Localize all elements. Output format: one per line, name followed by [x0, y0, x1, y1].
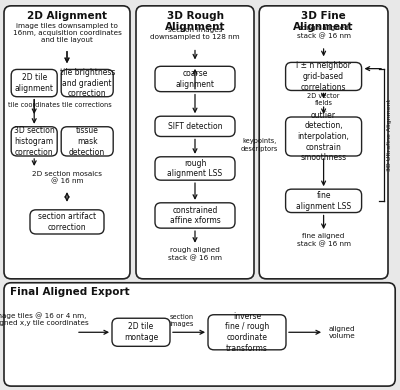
Text: keypoints,
descriptors: keypoints, descriptors — [241, 138, 278, 152]
FancyBboxPatch shape — [155, 157, 235, 180]
FancyBboxPatch shape — [208, 315, 286, 350]
Text: i ± n neighbor
grid-based
correlations: i ± n neighbor grid-based correlations — [296, 61, 351, 92]
Text: section
images: section images — [170, 314, 194, 327]
Text: constrained
affine xforms: constrained affine xforms — [170, 206, 220, 225]
FancyBboxPatch shape — [155, 116, 235, 136]
FancyBboxPatch shape — [259, 6, 388, 279]
Text: 3D Fine
Alignment: 3D Fine Alignment — [293, 11, 354, 32]
FancyBboxPatch shape — [30, 210, 104, 234]
FancyBboxPatch shape — [4, 283, 395, 386]
FancyBboxPatch shape — [286, 62, 362, 90]
Text: image tiles @ 16 or 4 nm,
aligned x,y tile coordinates: image tiles @ 16 or 4 nm, aligned x,y ti… — [0, 312, 89, 326]
FancyBboxPatch shape — [136, 6, 254, 279]
Text: 2D vector
fields: 2D vector fields — [307, 93, 340, 106]
Text: section artifact
correction: section artifact correction — [38, 212, 96, 232]
Text: tile corrections: tile corrections — [62, 102, 112, 108]
FancyBboxPatch shape — [61, 127, 113, 156]
Text: 2D section mosaics
@ 16 nm: 2D section mosaics @ 16 nm — [32, 170, 102, 184]
Text: outlier
detection,
interpolation,
constrain
smoothness: outlier detection, interpolation, constr… — [298, 110, 350, 163]
Text: SIFT detection: SIFT detection — [168, 122, 222, 131]
FancyBboxPatch shape — [286, 189, 362, 213]
FancyBboxPatch shape — [11, 69, 57, 97]
Text: 2D Alignment: 2D Alignment — [27, 11, 107, 21]
FancyBboxPatch shape — [286, 117, 362, 156]
Text: rough aligned
stack @ 16 nm: rough aligned stack @ 16 nm — [168, 247, 222, 261]
FancyBboxPatch shape — [155, 66, 235, 92]
Text: tile coordinates: tile coordinates — [8, 102, 60, 108]
FancyBboxPatch shape — [61, 69, 113, 97]
Text: 3D Ultrafine Alignment: 3D Ultrafine Alignment — [387, 99, 392, 171]
Text: tile brightness
and gradient
correction: tile brightness and gradient correction — [60, 68, 115, 98]
FancyBboxPatch shape — [112, 318, 170, 346]
Text: aligned
volume: aligned volume — [329, 326, 355, 339]
FancyBboxPatch shape — [11, 127, 57, 156]
Text: 2D tile
alignment: 2D tile alignment — [15, 73, 54, 93]
Text: coarse
alignment: coarse alignment — [176, 69, 214, 89]
Text: section images
downsampled to 128 nm: section images downsampled to 128 nm — [150, 27, 240, 40]
Text: image tiles downsampled to
16nm, acquisition coordinates
and tile layout: image tiles downsampled to 16nm, acquisi… — [12, 23, 122, 43]
FancyBboxPatch shape — [4, 6, 130, 279]
Text: fine aligned
stack @ 16 nm: fine aligned stack @ 16 nm — [297, 233, 350, 247]
FancyBboxPatch shape — [155, 203, 235, 228]
Text: 3D section
histogram
correction: 3D section histogram correction — [14, 126, 54, 157]
Text: tissue
mask
detection: tissue mask detection — [69, 126, 105, 157]
Text: 3D Rough
Alignment: 3D Rough Alignment — [165, 11, 225, 32]
Text: rough aligned
stack @ 16 nm: rough aligned stack @ 16 nm — [297, 25, 350, 39]
Text: rough
alignment LSS: rough alignment LSS — [168, 159, 222, 178]
Text: Final Aligned Export: Final Aligned Export — [10, 287, 130, 298]
Text: 2D tile
montage: 2D tile montage — [124, 323, 158, 342]
Text: inverse
fine / rough
coordinate
transforms: inverse fine / rough coordinate transfor… — [225, 312, 269, 353]
Text: fine
alignment LSS: fine alignment LSS — [296, 191, 351, 211]
